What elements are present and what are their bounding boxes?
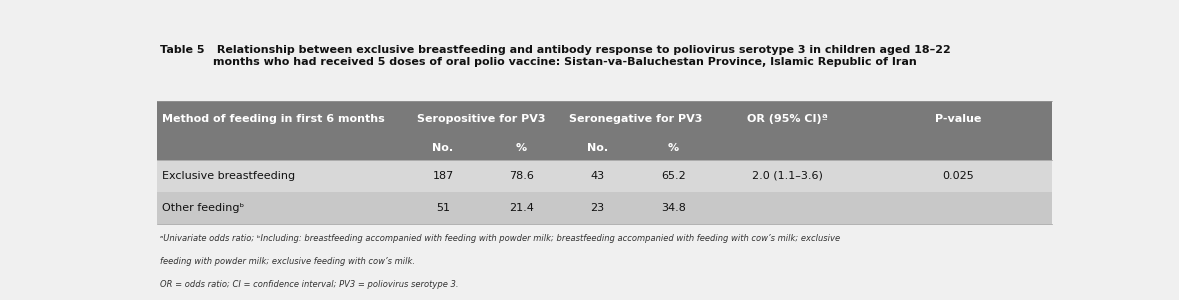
Text: feeding with powder milk; exclusive feeding with cow’s milk.: feeding with powder milk; exclusive feed… [160,256,415,266]
Text: Exclusive breastfeeding: Exclusive breastfeeding [162,171,295,181]
Text: ᵃUnivariate odds ratio; ᵇIncluding: breastfeeding accompanied with feeding with : ᵃUnivariate odds ratio; ᵇIncluding: brea… [160,233,841,242]
Text: P-value: P-value [935,114,981,124]
Text: 78.6: 78.6 [509,171,534,181]
Text: 0.025: 0.025 [942,171,974,181]
Text: Seropositive for PV3: Seropositive for PV3 [417,114,546,124]
Text: Relationship between exclusive breastfeeding and antibody response to poliovirus: Relationship between exclusive breastfee… [213,45,951,67]
Text: 23: 23 [591,203,605,213]
Text: %: % [668,143,679,153]
Text: 43: 43 [591,171,605,181]
Text: No.: No. [433,143,454,153]
Text: Method of feeding in first 6 months: Method of feeding in first 6 months [162,114,384,124]
FancyBboxPatch shape [157,192,1052,224]
Text: 187: 187 [433,171,454,181]
FancyBboxPatch shape [157,160,1052,192]
Text: 51: 51 [436,203,450,213]
Text: 21.4: 21.4 [509,203,534,213]
Text: OR = odds ratio; CI = confidence interval; PV3 = poliovirus serotype 3.: OR = odds ratio; CI = confidence interva… [160,280,459,289]
Text: No.: No. [587,143,608,153]
Text: %: % [516,143,527,153]
Text: Seronegative for PV3: Seronegative for PV3 [569,114,703,124]
Text: 2.0 (1.1–3.6): 2.0 (1.1–3.6) [752,171,823,181]
Text: OR (95% CI)ª: OR (95% CI)ª [747,114,829,124]
Text: 65.2: 65.2 [661,171,686,181]
FancyBboxPatch shape [157,136,1052,160]
Text: 34.8: 34.8 [661,203,686,213]
Text: Table 5: Table 5 [160,45,205,55]
FancyBboxPatch shape [157,43,1052,101]
FancyBboxPatch shape [157,101,1052,136]
Text: Other feedingᵇ: Other feedingᵇ [162,203,244,213]
